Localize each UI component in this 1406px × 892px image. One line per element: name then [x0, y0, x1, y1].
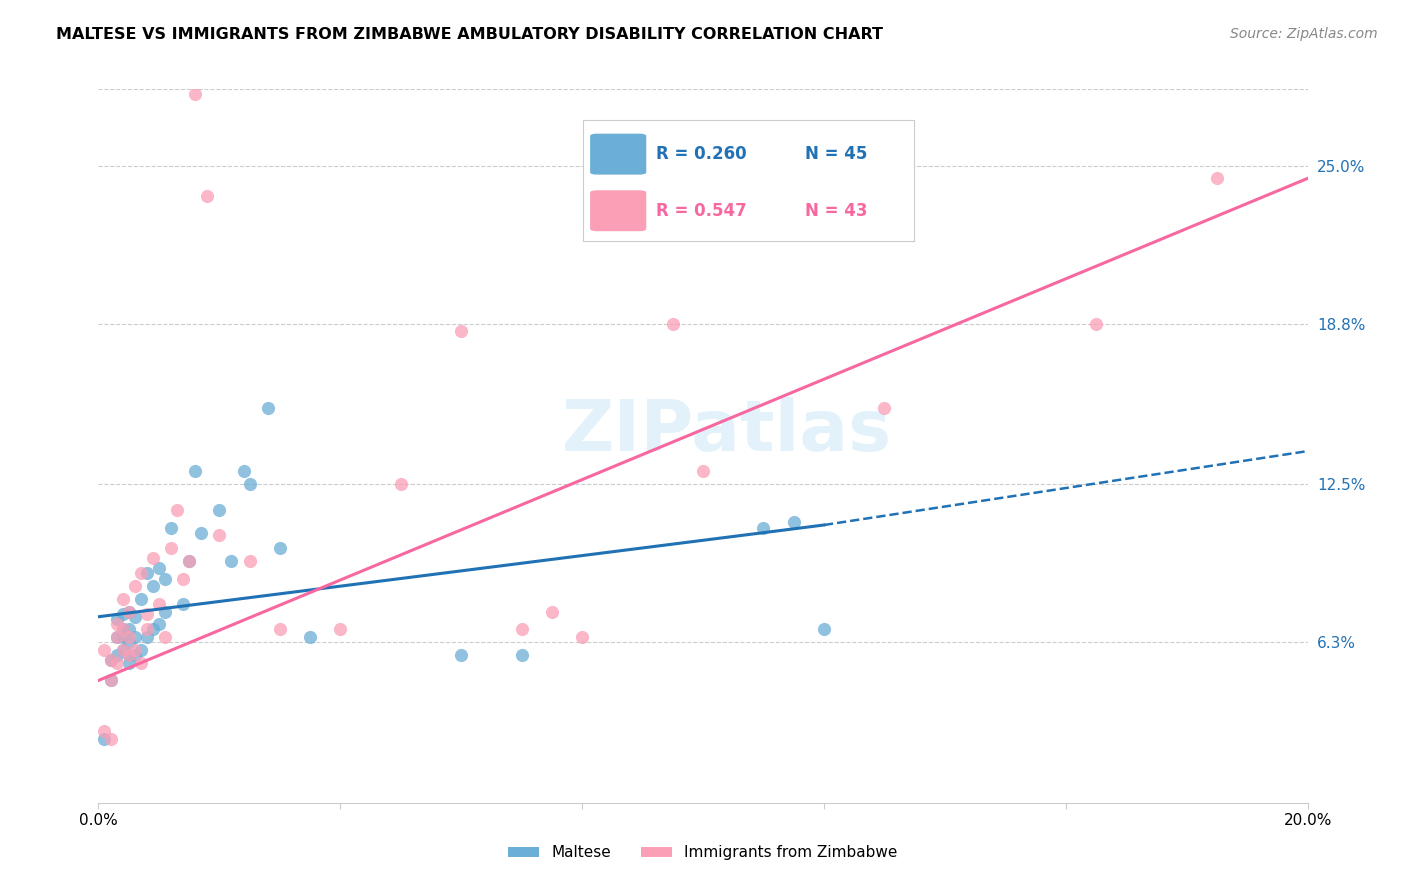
Point [93, 643, 115, 657]
Point [135, 566, 157, 581]
Point [873, 401, 896, 415]
Point [105, 656, 128, 670]
Point [111, 643, 134, 657]
Point [389, 477, 412, 491]
Point [100, 673, 122, 688]
Point [239, 554, 262, 568]
Point [148, 597, 170, 611]
Text: Source: ZipAtlas.com: Source: ZipAtlas.com [1230, 27, 1378, 41]
Point [105, 617, 128, 632]
Point [118, 656, 141, 670]
Point [105, 630, 128, 644]
Point [111, 591, 134, 606]
Point [142, 551, 165, 566]
Point [111, 630, 134, 644]
Point [1206, 171, 1229, 186]
Point [208, 528, 231, 542]
Point [179, 554, 201, 568]
Point [160, 541, 183, 555]
Text: R = 0.260: R = 0.260 [657, 145, 747, 163]
Point [190, 525, 212, 540]
Point [510, 623, 533, 637]
FancyBboxPatch shape [591, 134, 647, 175]
Point [160, 520, 183, 534]
Point [135, 607, 157, 622]
Point [172, 597, 194, 611]
Point [124, 609, 146, 624]
Point [142, 579, 165, 593]
Point [179, 554, 201, 568]
Point [129, 591, 152, 606]
Point [752, 520, 775, 534]
Point [111, 623, 134, 637]
Point [813, 623, 835, 637]
Text: N = 45: N = 45 [804, 145, 868, 163]
Point [510, 648, 533, 662]
Point [118, 635, 141, 649]
Point [166, 502, 188, 516]
Point [111, 623, 134, 637]
Point [124, 579, 146, 593]
Point [100, 673, 122, 688]
Point [208, 502, 231, 516]
Point [124, 643, 146, 657]
FancyBboxPatch shape [591, 190, 647, 231]
Point [129, 643, 152, 657]
Point [118, 648, 141, 662]
Point [111, 643, 134, 657]
Point [172, 572, 194, 586]
Point [153, 572, 176, 586]
Point [783, 516, 806, 530]
Point [124, 648, 146, 662]
Point [256, 401, 278, 415]
Point [148, 617, 170, 632]
Point [142, 623, 165, 637]
Point [111, 607, 134, 622]
Point [105, 630, 128, 644]
Point [540, 605, 562, 619]
Point [100, 732, 122, 747]
Point [692, 465, 714, 479]
Point [93, 724, 115, 739]
Point [124, 630, 146, 644]
Point [135, 623, 157, 637]
Point [93, 732, 115, 747]
Point [299, 630, 322, 644]
Point [329, 623, 352, 637]
Point [118, 630, 141, 644]
Point [661, 317, 683, 331]
Point [135, 630, 157, 644]
Point [221, 554, 243, 568]
Point [100, 653, 122, 667]
Text: R = 0.547: R = 0.547 [657, 202, 747, 219]
Point [118, 605, 141, 619]
Point [450, 648, 472, 662]
Point [129, 566, 152, 581]
Text: N = 43: N = 43 [804, 202, 868, 219]
Point [100, 653, 122, 667]
Legend: Maltese, Immigrants from Zimbabwe: Maltese, Immigrants from Zimbabwe [502, 839, 904, 866]
Text: ZIPatlas: ZIPatlas [562, 397, 893, 467]
Point [118, 648, 141, 662]
Point [184, 87, 207, 102]
Point [450, 324, 472, 338]
Point [239, 477, 262, 491]
Point [1085, 317, 1108, 331]
Point [105, 648, 128, 662]
Point [195, 189, 218, 203]
Point [153, 630, 176, 644]
Point [269, 623, 291, 637]
Point [148, 561, 170, 575]
Point [571, 630, 593, 644]
Point [118, 623, 141, 637]
Point [269, 541, 291, 555]
Point [232, 465, 254, 479]
Point [153, 605, 176, 619]
Point [118, 605, 141, 619]
Point [184, 465, 207, 479]
Point [105, 612, 128, 626]
Point [129, 656, 152, 670]
Text: MALTESE VS IMMIGRANTS FROM ZIMBABWE AMBULATORY DISABILITY CORRELATION CHART: MALTESE VS IMMIGRANTS FROM ZIMBABWE AMBU… [56, 27, 883, 42]
